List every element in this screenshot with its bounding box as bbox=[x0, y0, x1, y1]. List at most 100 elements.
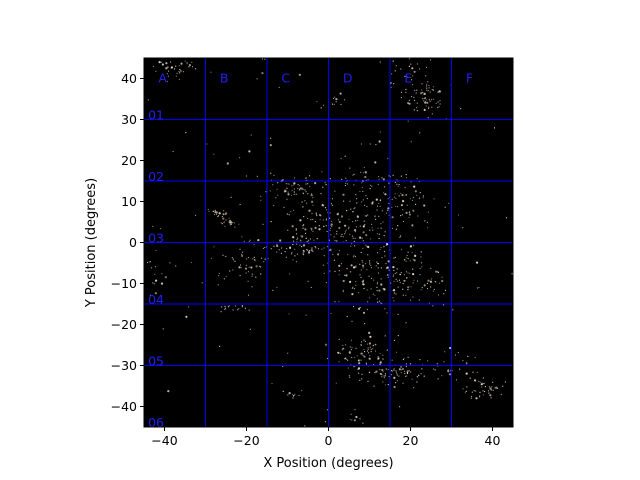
data-point bbox=[418, 374, 420, 376]
data-point bbox=[186, 62, 188, 64]
data-point bbox=[331, 226, 333, 228]
data-point bbox=[413, 279, 415, 281]
data-point bbox=[348, 351, 351, 354]
data-point bbox=[304, 425, 306, 427]
data-point bbox=[403, 357, 405, 359]
data-point bbox=[292, 397, 294, 399]
data-point bbox=[291, 185, 293, 187]
data-point bbox=[337, 219, 340, 221]
data-point bbox=[355, 281, 357, 283]
data-point bbox=[394, 181, 396, 183]
data-point bbox=[405, 174, 407, 176]
data-point bbox=[455, 379, 457, 381]
data-point bbox=[484, 390, 486, 393]
data-point bbox=[232, 309, 234, 311]
data-point bbox=[253, 256, 255, 258]
data-point bbox=[364, 224, 366, 226]
data-point bbox=[260, 257, 263, 259]
data-point bbox=[378, 300, 381, 302]
data-point bbox=[341, 349, 343, 351]
data-point bbox=[272, 184, 274, 186]
data-point bbox=[344, 225, 346, 227]
data-point bbox=[271, 382, 273, 385]
data-point bbox=[368, 342, 371, 345]
data-point bbox=[347, 228, 350, 230]
data-point bbox=[302, 206, 304, 208]
data-point bbox=[316, 238, 318, 240]
data-point bbox=[400, 215, 402, 217]
data-point bbox=[407, 251, 409, 253]
column-label: B bbox=[220, 71, 229, 86]
x-tick-label: 40 bbox=[485, 433, 501, 448]
data-point bbox=[371, 223, 373, 225]
data-point bbox=[437, 271, 439, 273]
data-point bbox=[421, 368, 423, 370]
data-point bbox=[411, 199, 414, 201]
data-point bbox=[414, 254, 417, 257]
data-point bbox=[392, 266, 395, 269]
data-point bbox=[264, 246, 266, 249]
data-point bbox=[334, 190, 336, 192]
data-point bbox=[380, 267, 382, 269]
data-point bbox=[394, 70, 396, 72]
data-point bbox=[375, 144, 377, 146]
data-point bbox=[352, 221, 354, 223]
data-point bbox=[281, 247, 283, 249]
data-point bbox=[372, 344, 374, 346]
data-point bbox=[350, 271, 352, 273]
data-point bbox=[348, 226, 350, 228]
data-point bbox=[380, 247, 382, 249]
data-point bbox=[301, 246, 303, 248]
data-point bbox=[344, 233, 346, 235]
data-point bbox=[401, 214, 404, 216]
data-point bbox=[326, 230, 328, 233]
data-point bbox=[435, 102, 437, 104]
data-point bbox=[377, 281, 379, 283]
data-point bbox=[359, 263, 361, 265]
data-point bbox=[469, 377, 471, 379]
y-tick-label: 10 bbox=[121, 194, 137, 209]
data-point bbox=[346, 315, 348, 318]
data-point bbox=[471, 391, 473, 393]
data-point bbox=[259, 265, 261, 267]
data-point bbox=[410, 181, 412, 183]
data-point bbox=[410, 63, 412, 65]
data-point bbox=[437, 91, 439, 93]
data-point bbox=[350, 413, 352, 415]
data-point bbox=[393, 385, 396, 389]
data-point bbox=[478, 286, 480, 289]
data-point bbox=[330, 203, 332, 205]
data-point bbox=[306, 202, 308, 204]
data-point bbox=[223, 210, 225, 212]
data-point bbox=[378, 140, 381, 143]
data-point bbox=[296, 237, 299, 239]
data-point bbox=[241, 254, 244, 257]
data-point bbox=[370, 348, 372, 350]
data-point bbox=[428, 99, 430, 101]
data-point bbox=[239, 157, 241, 159]
data-point bbox=[237, 309, 239, 311]
data-point bbox=[332, 254, 334, 256]
data-point bbox=[338, 361, 340, 363]
row-label: 06 bbox=[148, 415, 164, 430]
data-point bbox=[382, 221, 384, 223]
data-point bbox=[250, 134, 252, 136]
data-point bbox=[299, 189, 301, 191]
data-point bbox=[355, 266, 357, 268]
data-point bbox=[365, 362, 367, 364]
data-point bbox=[309, 185, 311, 188]
data-point bbox=[363, 166, 365, 169]
data-point bbox=[449, 346, 452, 350]
data-point bbox=[247, 280, 249, 282]
data-point bbox=[292, 259, 294, 261]
row-label: 05 bbox=[148, 353, 164, 368]
data-point bbox=[425, 105, 427, 107]
data-point bbox=[372, 229, 374, 231]
data-point bbox=[397, 286, 399, 288]
data-point bbox=[293, 191, 295, 193]
data-point bbox=[359, 306, 361, 309]
data-point bbox=[378, 237, 380, 240]
data-point bbox=[249, 239, 251, 241]
data-point bbox=[418, 197, 421, 199]
data-point bbox=[357, 219, 359, 221]
